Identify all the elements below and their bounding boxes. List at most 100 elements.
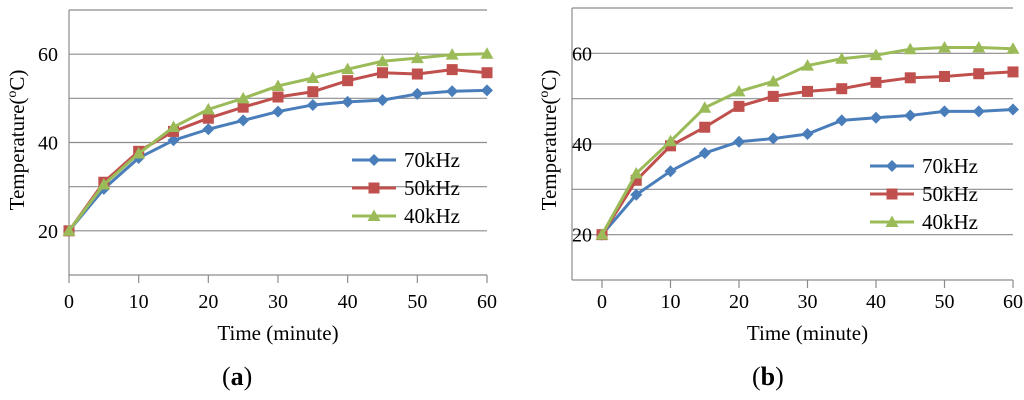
chart-b-point-40kHz [732,84,746,97]
chart-a-point-40kHz [480,47,494,59]
chart-a-legend-label-70kHz: 70kHz [404,148,460,172]
chart-b-point-50kHz [836,83,848,95]
chart-a-y-axis-title-unit: C) [5,70,29,91]
chart-a-x-axis-title: Time (minute) [217,321,338,345]
chart-a-point-70kHz [237,114,250,127]
chart-b-legend: 70kHz 50kHz 40kHz [870,154,978,234]
chart-b-series-40kHz [595,40,1020,240]
chart-a-point-70kHz [446,85,459,98]
chart-a-point-50kHz [307,86,319,98]
chart-a-point-70kHz [202,123,215,136]
chart-b-point-40kHz [938,40,951,53]
chart-a-x-tick-label: 0 [64,291,74,313]
chart-b-legend-label-50kHz: 50kHz [922,182,978,206]
chart-b-point-70kHz [870,111,882,124]
chart-b-point-70kHz [733,135,745,148]
chart-b-y-tick-label: 40 [572,134,592,156]
chart-b-series-70kHz [596,103,1019,241]
chart-b-point-70kHz [698,147,711,160]
chart-a-point-40kHz [445,48,459,60]
chart-b-point-70kHz [664,165,677,178]
chart-a-legend-label-40kHz: 40kHz [404,204,460,228]
chart-b-point-50kHz [939,70,950,82]
chart-a-point-40kHz [376,54,389,67]
chart-a-x-tick-label: 30 [268,291,288,313]
chart-b-point-50kHz [1007,66,1019,78]
chart-b-x-tick-label: 60 [1003,291,1023,313]
chart-a-point-50kHz [411,68,423,80]
chart-b-point-50kHz [733,100,745,112]
chart-b-legend-label-70kHz: 70kHz [922,154,978,178]
chart-b-point-40kHz [766,74,780,87]
chart-a-y-axis-title: Temperature(oC) [5,70,29,211]
chart-b-x-tick-label: 40 [866,291,886,313]
chart-a-point-50kHz [272,91,284,103]
chart-a-point-70kHz [341,95,354,108]
chart-b-x-tick-label: 20 [729,291,749,313]
panel-label-b: (b) [752,362,784,391]
chart-a-y-tick-label: 40 [38,133,58,155]
chart-a-point-40kHz [97,177,111,190]
chart-a: 0 10 20 30 40 50 60 20 40 60 Time (minute) Temperat… [5,9,497,345]
chart-a-point-70kHz [411,87,424,100]
chart-a-point-40kHz [201,102,215,115]
chart-a-point-50kHz [377,67,388,79]
chart-b-point-70kHz [801,128,814,141]
chart-a-y-axis-title-sup: o [5,91,20,98]
chart-b-legend-marker-40kHz [885,215,899,227]
chart-a-point-50kHz [237,101,249,113]
chart-a-point-40kHz [306,71,320,84]
chart-a-legend-label-50kHz: 50kHz [404,176,460,200]
panel-letter-a: a [230,362,244,391]
chart-b-point-40kHz [629,166,643,179]
chart-a-point-50kHz [202,112,214,124]
chart-b-y-axis-title-main: Temperature( [537,98,561,211]
chart-a-y-axis-title-main: Temperature( [5,98,29,211]
chart-b-point-70kHz [1007,103,1019,116]
chart-b-point-50kHz [904,72,916,84]
chart-b-point-50kHz [699,121,711,133]
chart-b-point-50kHz [767,90,779,102]
chart-a-legend-marker-70kHz [368,154,380,166]
chart-b-x-tick-label: 0 [597,291,607,313]
chart-a-series-40kHz [62,47,494,236]
chart-b-y-axis-title: Temperature(oC) [537,70,561,211]
chart-a-x-tick-label: 10 [129,291,149,313]
chart-a-point-40kHz [167,120,180,133]
chart-a-point-50kHz [481,67,493,79]
chart-b-point-40kHz [903,42,917,55]
chart-b-point-70kHz [904,109,917,122]
chart-b-point-50kHz [630,174,642,186]
chart-b-point-40kHz [698,101,712,113]
chart-b-y-tick-label: 20 [572,225,592,247]
chart-a-point-40kHz [341,62,355,75]
chart-b-x-tick-label: 30 [798,291,818,313]
chart-a-point-70kHz [306,98,319,111]
panel-letter-b: b [760,362,776,391]
chart-b-point-40kHz [595,228,609,240]
chart-b-point-70kHz [938,105,951,118]
chart-b-x-tick-label: 50 [935,291,955,313]
chart-a-point-70kHz [481,84,493,97]
chart-a-point-70kHz [376,94,389,107]
chart-b-x-axis-title: Time (minute) [747,321,868,345]
panel-label-a: (a) [222,362,253,391]
chart-b-point-40kHz [664,134,677,147]
chart-b-point-70kHz [767,132,780,145]
chart-b-y-tick-label: 60 [572,43,592,65]
chart-b-point-70kHz [835,114,848,127]
chart-b-point-70kHz [630,188,643,201]
chart-a-point-40kHz [62,224,76,236]
chart-a-point-40kHz [271,79,285,91]
chart-b-point-40kHz [801,59,814,71]
chart-b-point-70kHz [972,105,985,118]
chart-a-legend-marker-50kHz [368,182,380,194]
chart-a-point-40kHz [236,91,250,104]
chart-b-y-axis-title-sup: o [537,91,552,98]
chart-b-point-40kHz [835,52,849,64]
chart-b-legend-marker-70kHz [886,160,898,172]
chart-a-x-tick-label: 40 [338,291,358,313]
chart-a-x-tick-label: 20 [198,291,218,313]
chart-a-point-70kHz [167,134,180,147]
